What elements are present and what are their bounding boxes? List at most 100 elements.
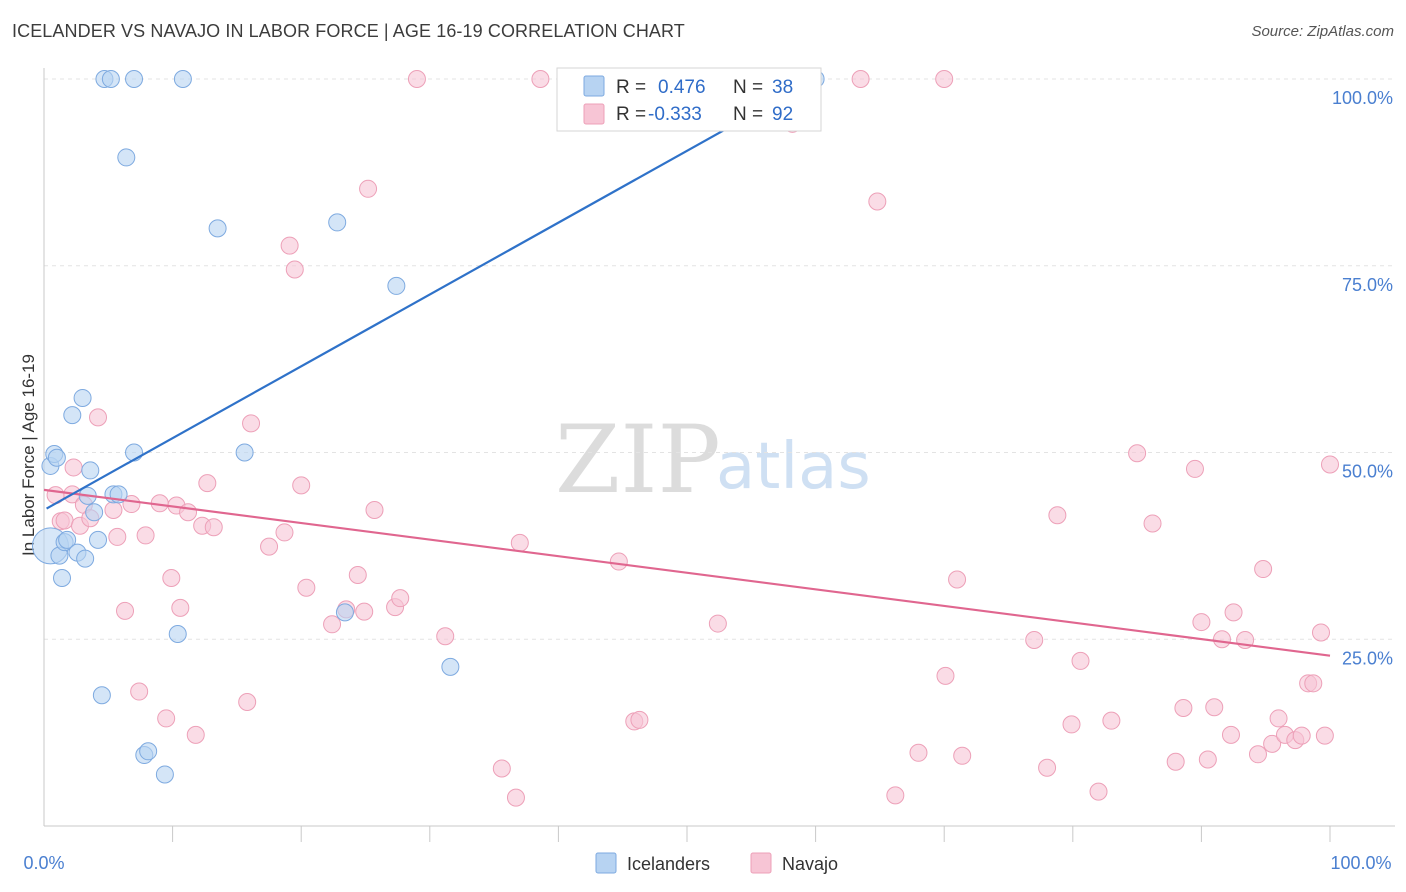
navajo-point-45	[510, 533, 529, 552]
axes	[43, 68, 1395, 842]
navajo-point-28	[275, 523, 294, 542]
stats-legend: R = 0.476 N = 38 R = -0.333 N = 92	[556, 67, 822, 132]
legend-r-label-icelanders: R =	[616, 77, 646, 98]
navajo-point-31	[292, 476, 311, 495]
navajo-point-37	[359, 179, 378, 198]
icelanders-trend-line	[46, 78, 817, 510]
navajo-point-49	[630, 710, 649, 729]
navajo-point-76	[1205, 698, 1224, 717]
navajo-point-42	[436, 627, 455, 646]
navajo-point-26	[242, 414, 261, 433]
navajo-point-20	[179, 503, 198, 522]
icelanders-point-32	[335, 603, 354, 622]
legend-swatch-navajo	[583, 103, 605, 125]
navajo-point-77	[1212, 630, 1231, 649]
y-tick-label-50: 50.0%	[1342, 462, 1393, 482]
series-legend-label-icelanders[interactable]: Icelanders	[627, 854, 710, 874]
navajo-point-43	[492, 759, 511, 778]
navajo-point-13	[130, 682, 149, 701]
navajo-point-11	[116, 601, 135, 620]
legend-r-value-icelanders: 0.476	[658, 77, 706, 98]
watermark-zip: ZIP	[555, 406, 721, 515]
icelanders-point-28	[173, 70, 192, 88]
icelanders-point-27	[168, 625, 187, 644]
navajo-point-68	[1102, 711, 1121, 730]
navajo-point-81	[1248, 745, 1267, 764]
navajo-point-55	[868, 192, 887, 211]
series-legend-swatch-icelanders[interactable]	[595, 852, 617, 874]
navajo-point-38	[365, 501, 384, 520]
x-tick-marks	[172, 826, 1331, 842]
series-legend: Icelanders Navajo	[595, 852, 838, 874]
navajo-point-83	[1263, 734, 1282, 753]
legend-n-label-navajo: N =	[733, 104, 763, 125]
navajo-point-66	[1071, 651, 1090, 670]
navajo-point-41	[407, 70, 426, 88]
navajo-point-89	[1304, 674, 1323, 693]
icelanders-point-7	[58, 530, 77, 549]
navajo-point-74	[1192, 613, 1211, 632]
navajo-point-63	[1038, 758, 1057, 777]
icelanders-point-8	[63, 406, 82, 425]
navajo-point-16	[157, 709, 176, 728]
navajo-point-71	[1166, 752, 1185, 771]
navajo-point-64	[1048, 506, 1067, 525]
icelanders-point-15	[89, 530, 108, 549]
legend-swatch-icelanders	[583, 75, 605, 97]
navajo-point-44	[506, 788, 525, 807]
navajo-point-91	[1315, 726, 1334, 745]
legend-r-label-navajo: R =	[616, 104, 646, 125]
icelanders-point-25	[139, 742, 158, 761]
navajo-point-47	[609, 552, 628, 571]
navajo-point-17	[162, 568, 181, 587]
icelanders-point-33	[387, 276, 406, 295]
icelanders-point-21	[117, 148, 136, 167]
y-tick-label-25: 25.0%	[1342, 648, 1393, 668]
y-tick-label-75: 75.0%	[1342, 275, 1393, 295]
navajo-point-84	[1269, 709, 1288, 728]
navajo-point-23	[198, 474, 217, 493]
chart-title: ICELANDER VS NAVAJO IN LABOR FORCE | AGE…	[12, 21, 685, 41]
icelanders-point-31	[328, 213, 347, 232]
legend-n-value-navajo: 92	[772, 104, 793, 125]
navajo-point-8	[89, 408, 108, 427]
navajo-point-61	[953, 746, 972, 765]
navajo-point-54	[851, 70, 870, 88]
y-axis-title: In Labor Force | Age 16-19	[19, 354, 38, 556]
navajo-point-90	[1311, 623, 1330, 642]
navajo-point-9	[104, 501, 123, 520]
navajo-point-65	[1062, 715, 1081, 734]
navajo-point-14	[136, 526, 155, 545]
navajo-point-92	[1321, 455, 1339, 474]
navajo-point-58	[935, 70, 954, 88]
gridlines	[44, 78, 1395, 640]
navajo-point-27	[260, 537, 279, 556]
icelanders-point-11	[76, 549, 95, 568]
icelanders-point-13	[81, 461, 100, 480]
navajo-point-35	[348, 566, 367, 585]
series-legend-swatch-navajo[interactable]	[750, 852, 772, 874]
navajo-point-33	[323, 615, 342, 634]
icelanders-point-29	[208, 219, 227, 238]
x-tick-label-min: 0.0%	[23, 853, 64, 873]
navajo-point-69	[1128, 444, 1147, 463]
icelanders-point-22	[125, 70, 144, 88]
navajo-point-78	[1221, 725, 1240, 744]
watermark: ZIP atlas	[555, 406, 871, 515]
navajo-point-79	[1224, 603, 1243, 622]
navajo-point-24	[204, 518, 223, 537]
legend-n-label-icelanders: N =	[733, 77, 763, 98]
series-legend-label-navajo[interactable]: Navajo	[782, 854, 838, 874]
navajo-point-62	[1025, 630, 1044, 649]
navajo-point-50	[708, 614, 727, 633]
icelanders-point-26	[155, 765, 174, 784]
navajo-point-46	[531, 70, 550, 88]
y-tick-labels: 25.0% 50.0% 75.0% 100.0%	[1332, 88, 1393, 668]
navajo-point-60	[948, 570, 967, 589]
icelanders-point-14	[85, 503, 104, 522]
legend-n-value-icelanders: 38	[772, 77, 793, 98]
navajo-trend-line	[43, 488, 1331, 657]
navajo-point-56	[886, 786, 905, 805]
navajo-point-2	[55, 511, 74, 530]
